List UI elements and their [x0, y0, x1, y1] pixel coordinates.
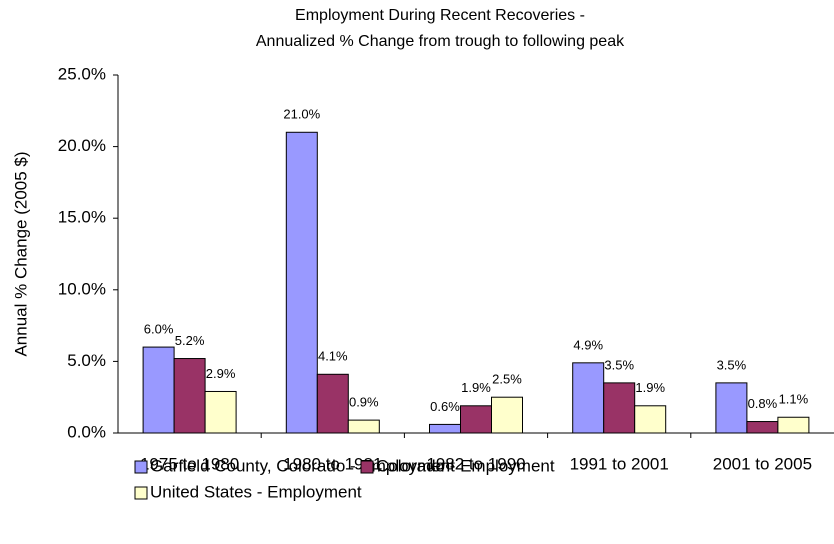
- bar: [715, 382, 748, 434]
- legend-swatch: [134, 486, 148, 500]
- legend-label: Garfield County, Colorado - Employment: [150, 456, 455, 475]
- legend-swatch: [360, 460, 374, 474]
- bar: [204, 390, 237, 434]
- bar: [316, 373, 349, 434]
- bar: [429, 423, 461, 434]
- value-label: 3.5%: [717, 357, 747, 372]
- x-tick-label: 2001 to 2005: [713, 454, 812, 473]
- value-label: 0.8%: [748, 396, 778, 411]
- value-label: 4.9%: [573, 337, 603, 352]
- bar: [347, 419, 380, 434]
- bar: [634, 405, 667, 434]
- x-tick-label: 1982 to 1990: [426, 454, 525, 473]
- bar: [173, 358, 206, 434]
- value-label: 0.6%: [430, 399, 460, 414]
- y-tick-label: 20.0%: [58, 136, 106, 155]
- legend-label: Colorado - Employment: [376, 456, 555, 475]
- bar: [746, 421, 779, 434]
- value-label: 2.9%: [206, 366, 236, 381]
- legend-label: United States - Employment: [150, 482, 362, 501]
- legend-swatch: [134, 460, 148, 474]
- chart-subtitle: Annualized % Change from trough to follo…: [256, 33, 625, 50]
- x-tick-label: 1975 to 1980: [140, 454, 239, 473]
- value-label: 1.1%: [779, 392, 809, 407]
- value-label: 1.9%: [635, 380, 665, 395]
- value-label: 0.9%: [349, 395, 379, 410]
- value-label: 5.2%: [175, 333, 205, 348]
- y-tick-label: 0.0%: [67, 422, 106, 441]
- bar: [572, 362, 605, 434]
- y-tick-label: 5.0%: [67, 351, 106, 370]
- bar: [285, 131, 318, 434]
- y-tick-label: 10.0%: [58, 279, 106, 298]
- x-tick-label: 1991 to 2001: [570, 454, 669, 473]
- value-label: 1.9%: [461, 380, 491, 395]
- bar: [460, 405, 492, 434]
- chart-title: Employment During Recent Recoveries -: [295, 7, 585, 24]
- value-label: 21.0%: [283, 107, 320, 122]
- value-label: 6.0%: [144, 322, 174, 337]
- y-tick-label: 25.0%: [58, 64, 106, 83]
- value-label: 4.1%: [318, 349, 348, 364]
- bar: [603, 382, 636, 434]
- x-tick-label: 1980 to 1981: [283, 454, 382, 473]
- bar: [142, 346, 175, 434]
- bar: [777, 416, 810, 434]
- value-label: 2.5%: [492, 372, 522, 387]
- y-axis-label: Annual % Change (2005 $): [11, 151, 30, 356]
- bar: [491, 396, 523, 434]
- value-label: 3.5%: [604, 357, 634, 372]
- y-tick-label: 15.0%: [58, 208, 106, 227]
